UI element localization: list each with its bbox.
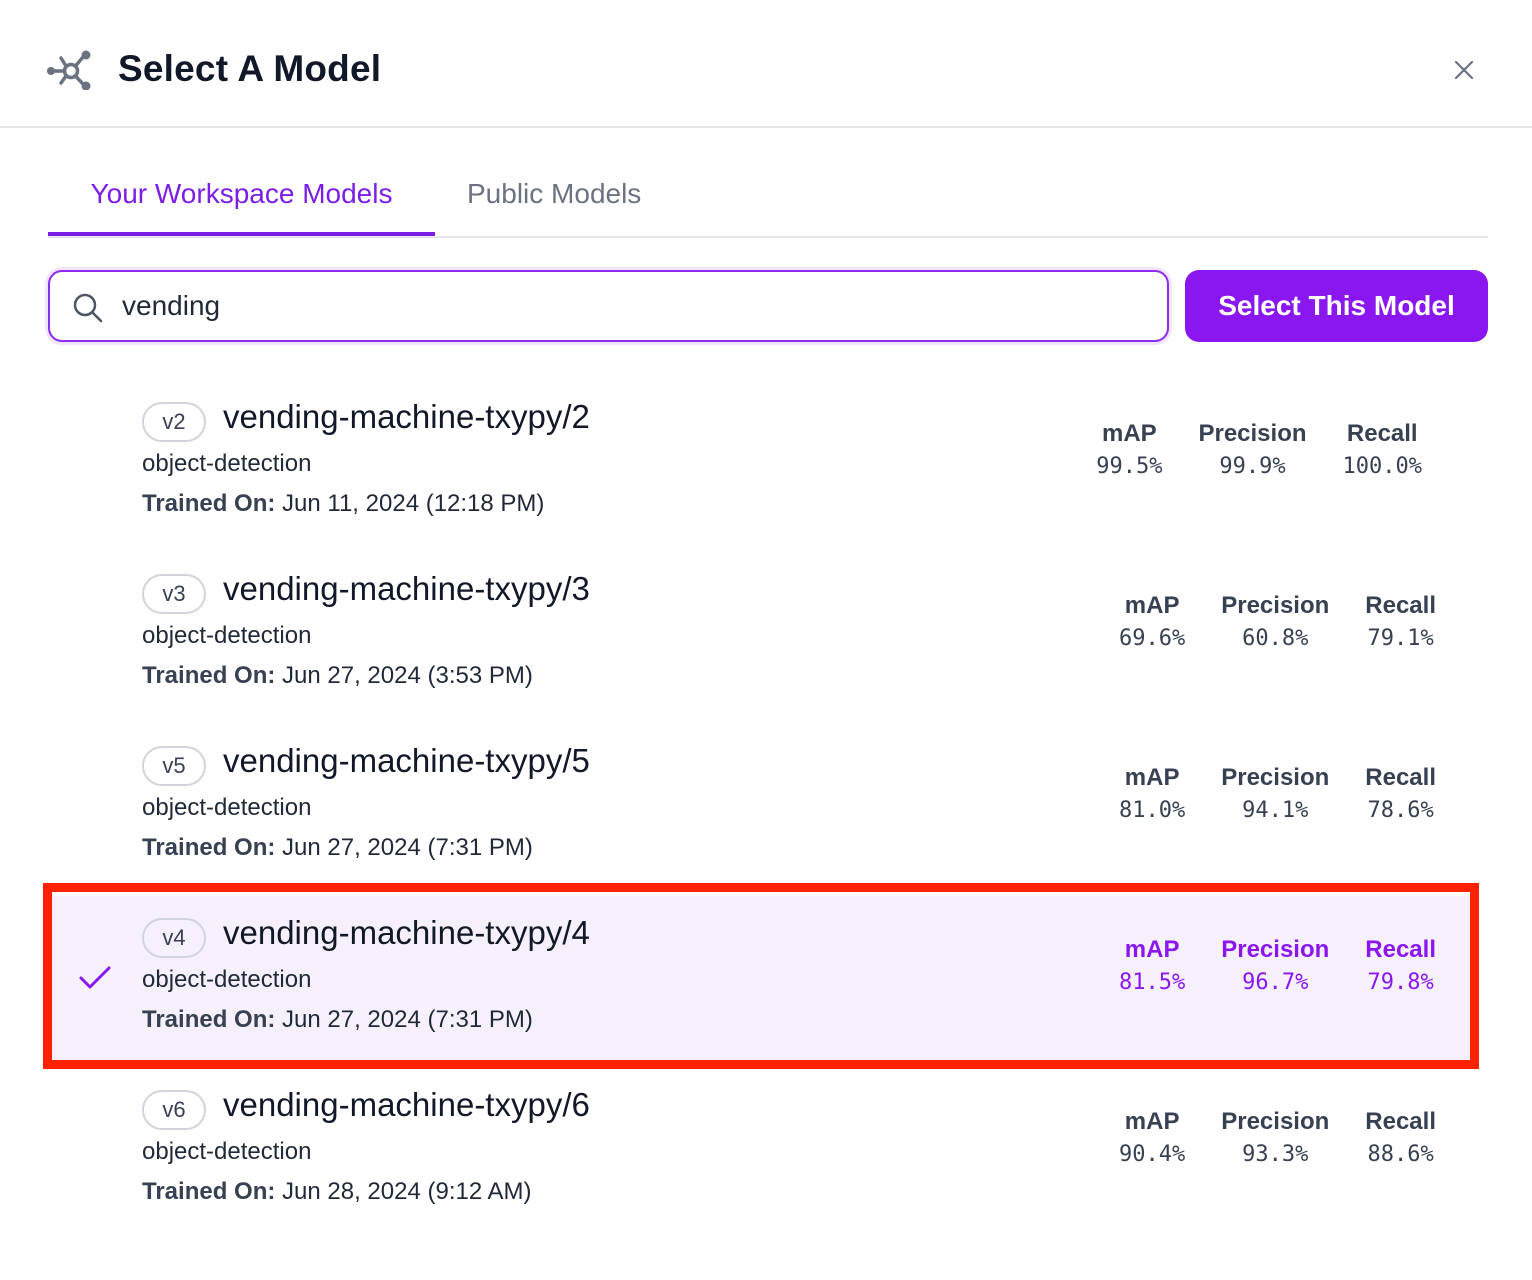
search-input[interactable] (122, 286, 1142, 326)
trained-on: Trained On: Jun 27, 2024 (7:31 PM) (142, 1006, 533, 1034)
metric-recall: Recall 79.8% (1365, 936, 1436, 995)
metric-map-value: 90.4% (1119, 1142, 1186, 1167)
metric-recall-value: 78.6% (1367, 798, 1434, 823)
metric-map-label: mAP (1102, 420, 1157, 447)
trained-on-date: Jun 11, 2024 (12:18 PM) (282, 490, 545, 517)
version-badge: v6 (142, 1090, 206, 1130)
metric-recall: Recall 79.1% (1365, 592, 1436, 651)
model-row-v4-selected[interactable]: v4 vending-machine-txypy/4 object-detect… (48, 896, 1472, 1062)
search-box (48, 270, 1169, 342)
metric-recall-value: 88.6% (1367, 1142, 1434, 1167)
trained-on-date: Jun 27, 2024 (7:31 PM) (282, 834, 533, 861)
version-badge: v4 (142, 918, 206, 958)
search-icon (72, 292, 104, 324)
version-badge: v3 (142, 574, 206, 614)
metric-map-value: 99.5% (1096, 454, 1163, 479)
metric-precision-value: 93.3% (1242, 1142, 1309, 1167)
model-type: object-detection (142, 622, 312, 649)
tab-workspace-models[interactable]: Your Workspace Models (48, 178, 435, 236)
model-type: object-detection (142, 450, 312, 477)
metric-recall-label: Recall (1365, 936, 1436, 963)
model-row-v5[interactable]: v5 vending-machine-txypy/5 object-detect… (48, 724, 1472, 890)
metric-precision: Precision 96.7% (1221, 936, 1329, 995)
metric-precision-label: Precision (1221, 936, 1330, 963)
model-metrics: mAP 69.6% Precision 60.8% Recall 79.1% (1083, 592, 1436, 651)
metric-precision-value: 99.9% (1219, 454, 1286, 479)
model-type: object-detection (142, 966, 312, 993)
trained-on-date: Jun 28, 2024 (9:12 AM) (282, 1178, 532, 1205)
metric-recall-label: Recall (1346, 420, 1418, 447)
model-type: object-detection (142, 794, 312, 821)
metric-recall-value: 79.8% (1367, 970, 1434, 995)
model-name: vending-machine-txypy/2 (223, 398, 590, 435)
metric-recall: Recall 100.0% (1343, 420, 1422, 479)
dialog-header: Select A Model (0, 0, 1532, 128)
metric-precision-label: Precision (1221, 592, 1330, 619)
trained-on: Trained On: Jun 27, 2024 (7:31 PM) (142, 834, 533, 862)
dialog-title: Select A Model (118, 48, 382, 89)
model-metrics: mAP 90.4% Precision 93.3% Recall 88.6% (1083, 1108, 1436, 1167)
metric-map: mAP 81.5% (1119, 936, 1185, 995)
metric-precision: Precision 93.3% (1221, 1108, 1329, 1167)
model-metrics: mAP 81.0% Precision 94.1% Recall 78.6% (1083, 764, 1436, 823)
metric-map-label: mAP (1124, 592, 1180, 619)
metric-map-label: mAP (1124, 764, 1180, 791)
metric-precision-label: Precision (1221, 764, 1330, 791)
metric-recall-label: Recall (1365, 764, 1436, 791)
model-name: vending-machine-txypy/5 (223, 742, 590, 779)
metric-map-label: mAP (1124, 1108, 1180, 1135)
metric-recall-label: Recall (1365, 1108, 1436, 1135)
metric-recall-value: 100.0% (1342, 454, 1422, 479)
trained-on-date: Jun 27, 2024 (7:31 PM) (282, 1006, 533, 1033)
model-row-v6[interactable]: v6 vending-machine-txypy/6 object-detect… (48, 1068, 1472, 1234)
trained-on-label: Trained On: (142, 1178, 276, 1205)
metric-precision: Precision 60.8% (1221, 592, 1329, 651)
metric-precision-label: Precision (1198, 420, 1307, 447)
model-source-tabs: Your Workspace Models Public Models (48, 170, 1488, 238)
metric-precision: Precision 99.9% (1198, 420, 1306, 479)
metric-precision-label: Precision (1221, 1108, 1330, 1135)
metric-map: mAP 90.4% (1119, 1108, 1185, 1167)
metric-precision-value: 94.1% (1242, 798, 1309, 823)
version-badge: v5 (142, 746, 206, 786)
tab-public-models[interactable]: Public Models (467, 178, 642, 209)
metric-recall: Recall 88.6% (1365, 1108, 1436, 1167)
metric-precision-value: 96.7% (1242, 970, 1309, 995)
metric-precision-value: 60.8% (1242, 626, 1309, 651)
model-metrics: mAP 99.5% Precision 99.9% Recall 100.0% (1060, 420, 1422, 479)
metric-map-label: mAP (1124, 936, 1180, 963)
version-badge: v2 (142, 402, 206, 442)
trained-on-label: Trained On: (142, 490, 276, 517)
model-name: vending-machine-txypy/3 (223, 570, 590, 607)
trained-on: Trained On: Jun 11, 2024 (12:18 PM) (142, 490, 544, 518)
trained-on-label: Trained On: (142, 662, 276, 689)
metric-recall-value: 79.1% (1367, 626, 1434, 651)
select-this-model-button[interactable]: Select This Model (1185, 270, 1488, 342)
metric-precision: Precision 94.1% (1221, 764, 1329, 823)
trained-on-date: Jun 27, 2024 (3:53 PM) (282, 662, 533, 689)
metric-map-value: 81.0% (1119, 798, 1186, 823)
metric-map-value: 81.5% (1119, 970, 1186, 995)
model-metrics: mAP 81.5% Precision 96.7% Recall 79.8% (1083, 936, 1436, 995)
metric-recall-label: Recall (1365, 592, 1436, 619)
metric-map: mAP 81.0% (1119, 764, 1185, 823)
trained-on-label: Trained On: (142, 834, 276, 861)
model-graph-icon (46, 48, 96, 91)
metric-map-value: 69.6% (1119, 626, 1186, 651)
trained-on-label: Trained On: (142, 1006, 276, 1033)
model-name: vending-machine-txypy/6 (223, 1086, 590, 1123)
model-type: object-detection (142, 1138, 312, 1165)
trained-on: Trained On: Jun 28, 2024 (9:12 AM) (142, 1178, 532, 1206)
model-row-v3[interactable]: v3 vending-machine-txypy/3 object-detect… (48, 552, 1472, 718)
close-icon[interactable] (1450, 56, 1478, 84)
model-name: vending-machine-txypy/4 (223, 914, 590, 951)
model-row-v2[interactable]: v2 vending-machine-txypy/2 object-detect… (48, 380, 1472, 546)
metric-recall: Recall 78.6% (1365, 764, 1436, 823)
metric-map: mAP 69.6% (1119, 592, 1185, 651)
metric-map: mAP 99.5% (1096, 420, 1162, 479)
checkmark-icon (78, 964, 112, 992)
trained-on: Trained On: Jun 27, 2024 (3:53 PM) (142, 662, 533, 690)
